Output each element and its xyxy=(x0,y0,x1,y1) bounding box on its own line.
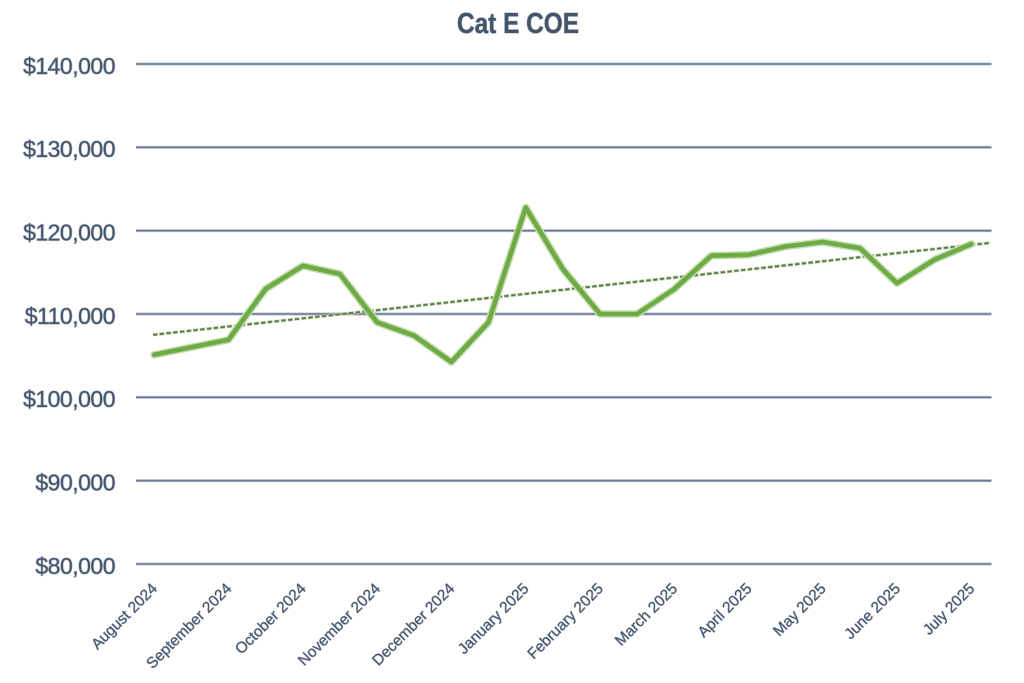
svg-text:$120,000: $120,000 xyxy=(23,220,115,246)
svg-text:$130,000: $130,000 xyxy=(23,136,115,162)
svg-text:$140,000: $140,000 xyxy=(23,53,115,79)
svg-text:$100,000: $100,000 xyxy=(23,386,115,412)
svg-text:$80,000: $80,000 xyxy=(35,553,115,579)
svg-text:$110,000: $110,000 xyxy=(25,303,115,329)
svg-text:Cat E COE: Cat E COE xyxy=(457,8,579,40)
svg-text:$90,000: $90,000 xyxy=(35,470,115,496)
